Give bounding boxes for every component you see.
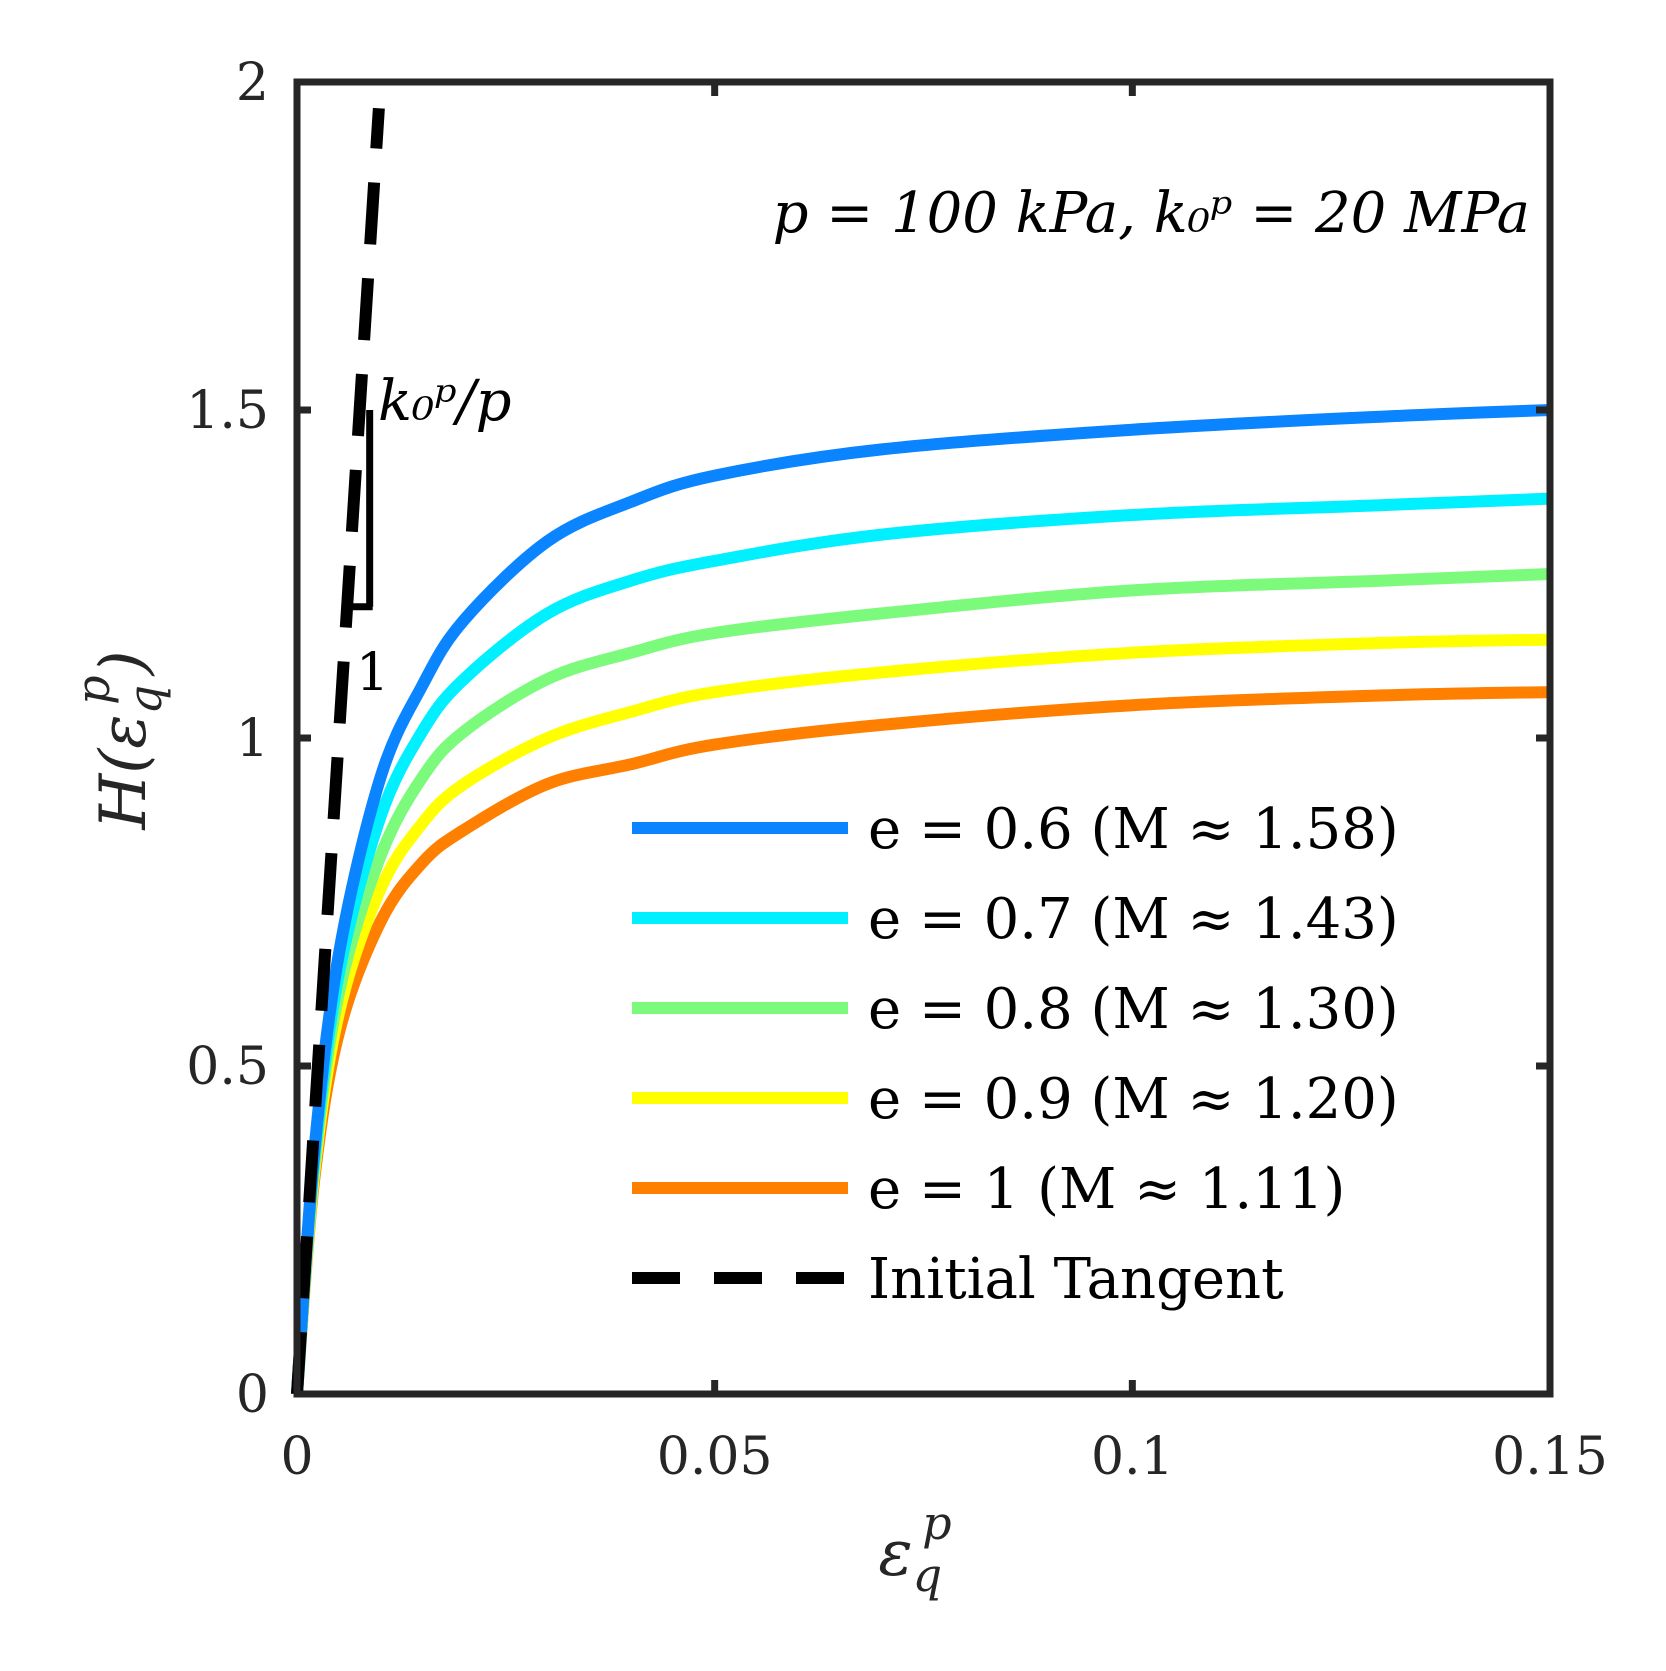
series-line-0	[291, 404, 1551, 1395]
y-tick-label-4: 2	[236, 53, 269, 113]
y-tick-label-2: 1	[236, 709, 269, 769]
legend-label-3: e = 0.9 (M ≈ 1.20)	[868, 1067, 1399, 1132]
legend-label-0: e = 0.6 (M ≈ 1.58)	[868, 797, 1399, 862]
y-axis-title-sup: p	[66, 675, 120, 705]
x-tick-label-1: 0.05	[657, 1427, 773, 1487]
axis-ticks	[293, 78, 1554, 1398]
x-axis-title-sup: p	[922, 1496, 952, 1550]
series-line-5	[291, 107, 385, 1395]
legend-label-2: e = 0.8 (M ≈ 1.30)	[868, 977, 1399, 1042]
slope-triangle	[349, 410, 374, 611]
y-axis-title-suffix: )	[87, 650, 161, 677]
x-tick-label-0: 0	[280, 1427, 313, 1487]
y-axis-title-base: ε	[87, 714, 161, 748]
y-axis-title: H(εqp)	[66, 650, 172, 830]
axis-tick-labels: 0 0.05 0.1 0.15 0 0.5 1 1.5 2	[186, 53, 1608, 1487]
legend-label-4: e = 1 (M ≈ 1.11)	[868, 1157, 1345, 1222]
y-tick-label-1: 0.5	[186, 1037, 269, 1097]
params-annotation: p = 100 kPa, k₀ᵖ = 20 MPa	[773, 181, 1530, 246]
x-tick-label-3: 0.15	[1492, 1427, 1608, 1487]
x-tick-label-2: 0.1	[1091, 1427, 1174, 1487]
slope-rise-label: k₀ᵖ/p	[378, 369, 512, 434]
legend: e = 0.6 (M ≈ 1.58) e = 0.7 (M ≈ 1.43) e = …	[632, 797, 1399, 1312]
y-axis-title-sub: q	[118, 685, 172, 715]
series-curves	[291, 107, 1551, 1395]
y-tick-label-0: 0	[236, 1365, 269, 1425]
y-axis-title-prefix: H(	[87, 747, 161, 831]
legend-label-5: Initial Tangent	[868, 1247, 1284, 1312]
legend-label-1: e = 0.7 (M ≈ 1.43)	[868, 887, 1399, 952]
x-axis-title-sub: q	[913, 1548, 943, 1602]
y-tick-label-3: 1.5	[186, 381, 269, 441]
slope-run-label: 1	[356, 643, 389, 703]
x-axis-title: εqp	[878, 1496, 951, 1602]
x-axis-title-base: ε	[878, 1517, 912, 1591]
